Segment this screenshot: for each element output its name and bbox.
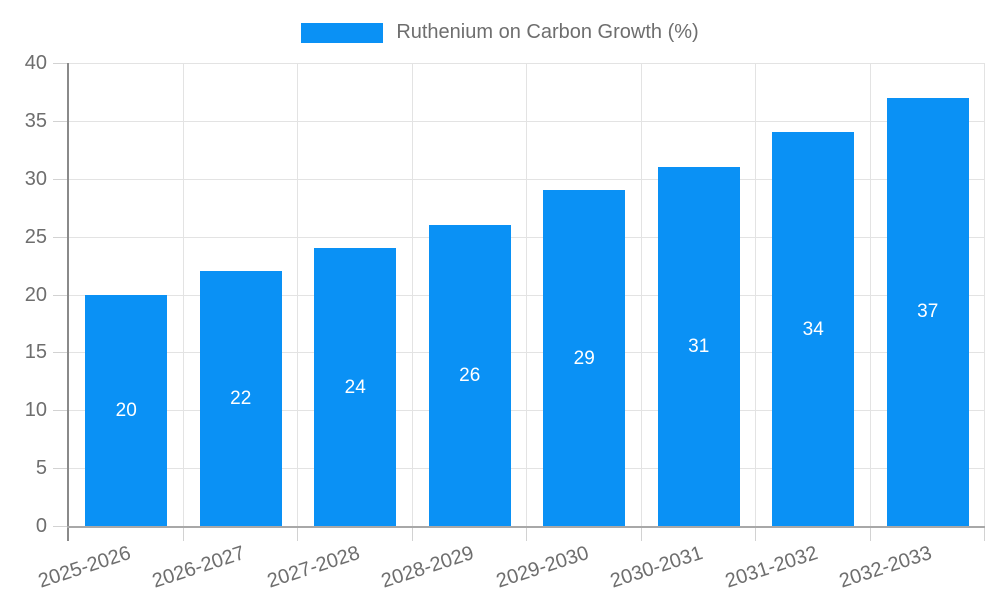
x-axis-tick (297, 526, 298, 541)
bar-value-label: 20 (115, 399, 137, 421)
x-axis-tick (526, 526, 527, 541)
gridline-vertical (526, 63, 527, 526)
gridline-vertical (640, 63, 642, 526)
bar: 31 (657, 167, 740, 526)
x-axis-line (67, 526, 985, 528)
y-axis-tick (53, 468, 67, 470)
bar-value-label: 29 (573, 347, 595, 369)
x-axis-tick-label: 2031-2032 (722, 542, 821, 593)
gridline-horizontal (69, 468, 985, 470)
y-axis-tick (53, 236, 67, 238)
x-axis-tick (984, 526, 985, 541)
x-axis-tick (869, 526, 871, 541)
x-axis-tick-label: 2027-2028 (264, 542, 363, 593)
x-axis-tick (411, 526, 413, 541)
gridline-horizontal (69, 178, 985, 180)
gridline-horizontal (69, 410, 985, 412)
bar: 29 (543, 190, 626, 526)
y-axis-tick (53, 178, 67, 180)
plot-area: 0 5 10 15 20 25 30 35 40 20 2025-2026 22 2026-2027 24… (25, 52, 985, 592)
y-axis-tick-label: 5 (35, 457, 47, 480)
gridline-horizontal (69, 236, 985, 238)
bar-value-label: 22 (230, 388, 252, 410)
gridline-vertical (869, 63, 871, 526)
y-axis-tick-label: 25 (24, 225, 47, 248)
bar: 20 (85, 294, 168, 526)
x-axis-tick (755, 526, 756, 541)
gridline-horizontal (69, 63, 985, 64)
y-axis-tick (53, 294, 67, 296)
x-axis-tick-label: 2029-2030 (493, 542, 592, 593)
gridline-vertical (984, 63, 985, 526)
y-axis-tick (53, 410, 67, 412)
x-axis-tick-label: 2030-2031 (607, 542, 706, 593)
y-axis-tick-label: 20 (24, 283, 47, 306)
y-axis-tick (53, 63, 67, 64)
y-axis-tick-label: 40 (24, 52, 47, 74)
legend-label: Ruthenium on Carbon Growth (%) (396, 21, 699, 43)
y-axis-tick (53, 120, 67, 122)
y-axis-tick-label: 0 (35, 515, 47, 537)
x-axis-tick (182, 526, 184, 541)
gridline-vertical (297, 63, 298, 526)
bar: 34 (772, 132, 855, 526)
bar: 24 (314, 248, 397, 526)
x-axis-tick-label: 2028-2029 (378, 542, 477, 593)
bar-value-label: 31 (688, 336, 710, 358)
gridline-horizontal (69, 294, 985, 296)
y-axis-tick-label: 15 (24, 341, 47, 364)
y-axis-tick (53, 526, 67, 527)
y-axis-tick-label: 30 (24, 167, 47, 190)
x-axis-tick-label: 2025-2026 (35, 542, 134, 593)
gridline-horizontal (69, 120, 985, 122)
x-axis-tick-label: 2026-2027 (149, 542, 248, 593)
bar-value-label: 37 (917, 301, 939, 323)
x-axis-tick-label: 2032-2033 (836, 542, 935, 593)
bar-value-label: 26 (459, 365, 481, 387)
gridline-vertical (411, 63, 413, 526)
legend[interactable]: Ruthenium on Carbon Growth (%) (0, 21, 1000, 44)
gridline-horizontal (69, 352, 985, 354)
bar-value-label: 24 (344, 376, 366, 398)
bar: 22 (199, 271, 282, 526)
y-axis-line (67, 63, 69, 541)
legend-swatch (301, 22, 384, 43)
x-axis-tick (640, 526, 642, 541)
gridline-vertical (182, 63, 184, 526)
gridline-vertical (755, 63, 756, 526)
y-axis-tick-label: 10 (24, 399, 47, 422)
bar: 37 (886, 97, 969, 526)
bar: 26 (428, 225, 511, 526)
y-axis-tick-label: 35 (24, 109, 47, 132)
bar-value-label: 34 (802, 318, 824, 340)
y-axis-tick (53, 352, 67, 354)
